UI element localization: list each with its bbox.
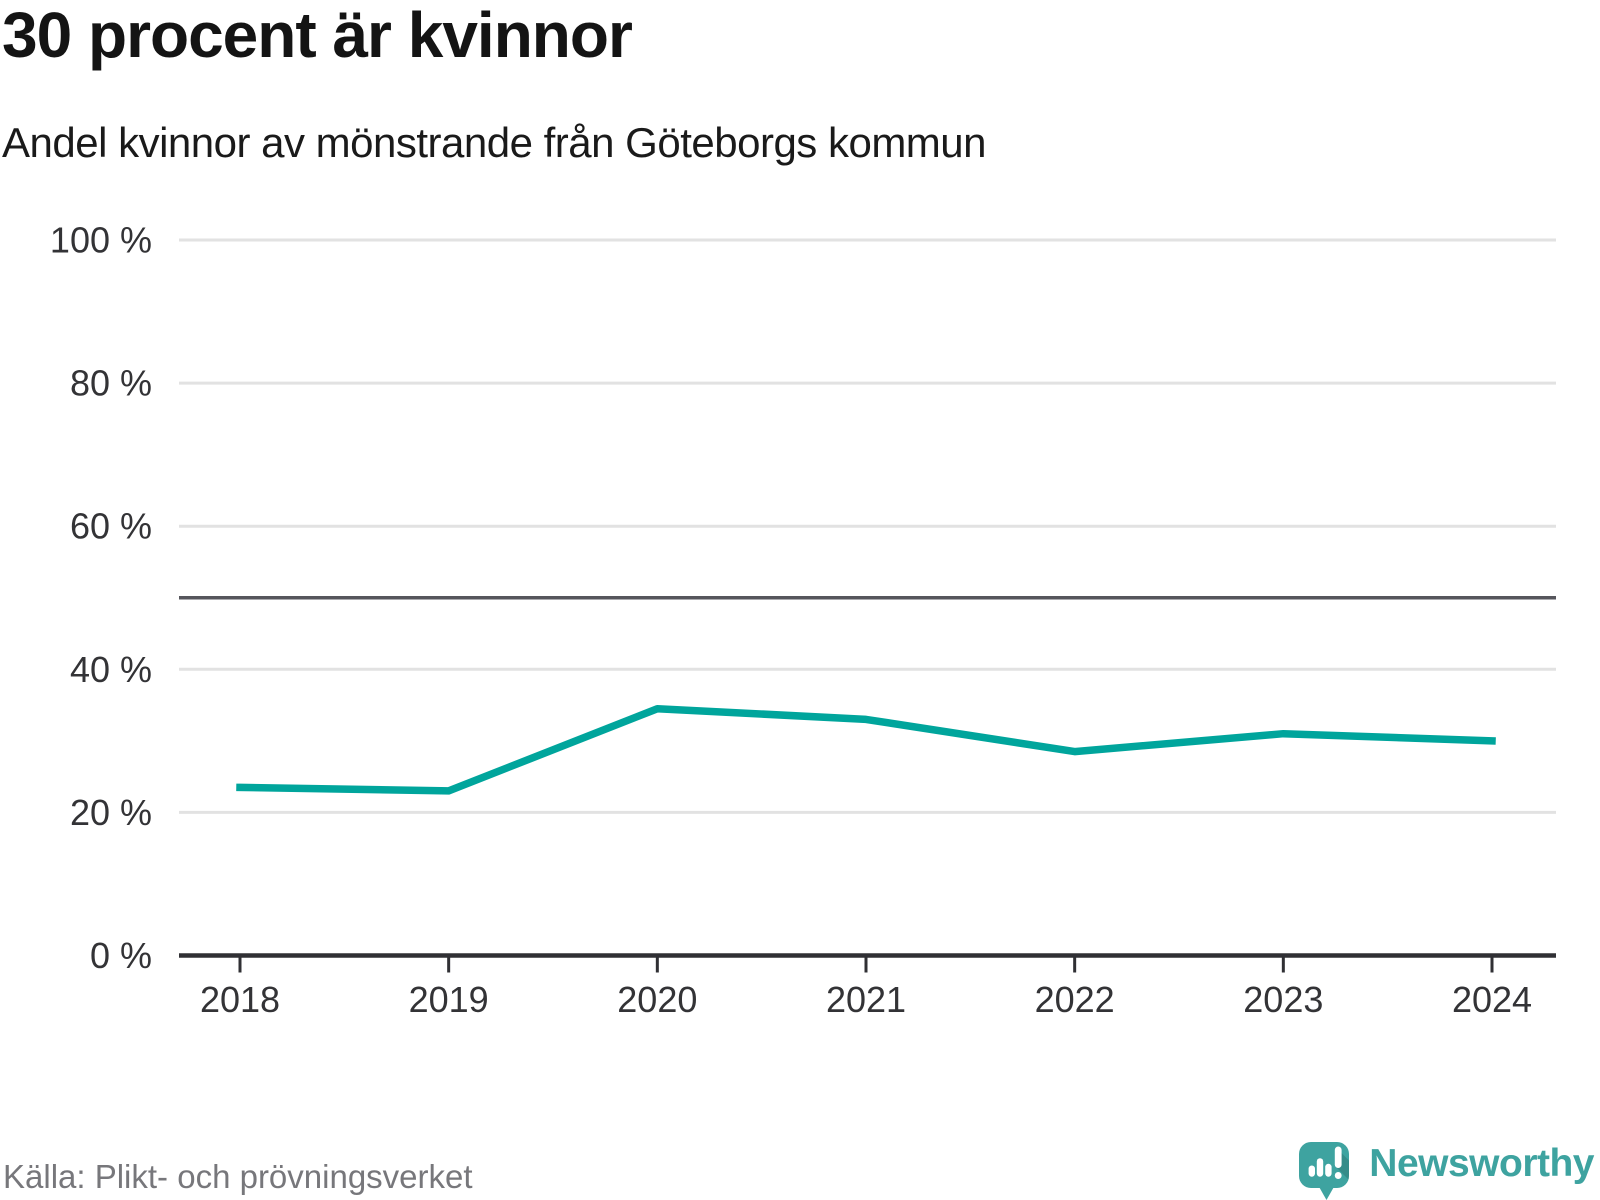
source-caption: Källa: Plikt- och prövningsverket xyxy=(3,1158,473,1195)
y-axis-tick-label: 60 % xyxy=(70,506,152,547)
x-axis-tick-label: 2019 xyxy=(409,979,489,1020)
x-axis-tick-label: 2023 xyxy=(1243,979,1323,1020)
x-axis-tick-label: 2018 xyxy=(200,979,280,1020)
bar-chart-glyph xyxy=(1308,1158,1332,1177)
x-axis-tick-label: 2024 xyxy=(1452,979,1532,1020)
y-axis-tick-label: 40 % xyxy=(70,649,152,690)
y-axis-labels: 0 % 20 % 40 % 60 % 80 % 100 % xyxy=(50,220,152,977)
y-axis-tick-label: 80 % xyxy=(70,363,152,404)
y-axis-tick-label: 0 % xyxy=(90,935,152,976)
y-axis-tick-label: 100 % xyxy=(50,220,152,261)
speech-bubble-icon xyxy=(1299,1142,1350,1200)
newsworthy-wordmark: Newsworthy xyxy=(1369,1142,1594,1185)
gridlines xyxy=(179,238,1556,814)
newsworthy-logo-icon xyxy=(1299,1142,1350,1200)
x-axis xyxy=(179,953,1556,973)
exclamation-glyph xyxy=(1335,1146,1342,1179)
chart-subtitle: Andel kvinnor av mönstrande från Götebor… xyxy=(2,119,987,166)
x-axis-tick-label: 2022 xyxy=(1035,979,1115,1020)
chart-title: 30 procent är kvinnor xyxy=(2,0,633,71)
x-axis-tick-label: 2020 xyxy=(617,979,697,1020)
x-axis-tick-label: 2021 xyxy=(826,979,906,1020)
y-axis-tick-label: 20 % xyxy=(70,792,152,833)
data-line-series xyxy=(236,704,1496,795)
newsworthy-logo: Newsworthy xyxy=(1299,1140,1594,1200)
x-axis-labels: 2018 2019 2020 2021 2022 2023 2024 xyxy=(200,979,1532,1020)
